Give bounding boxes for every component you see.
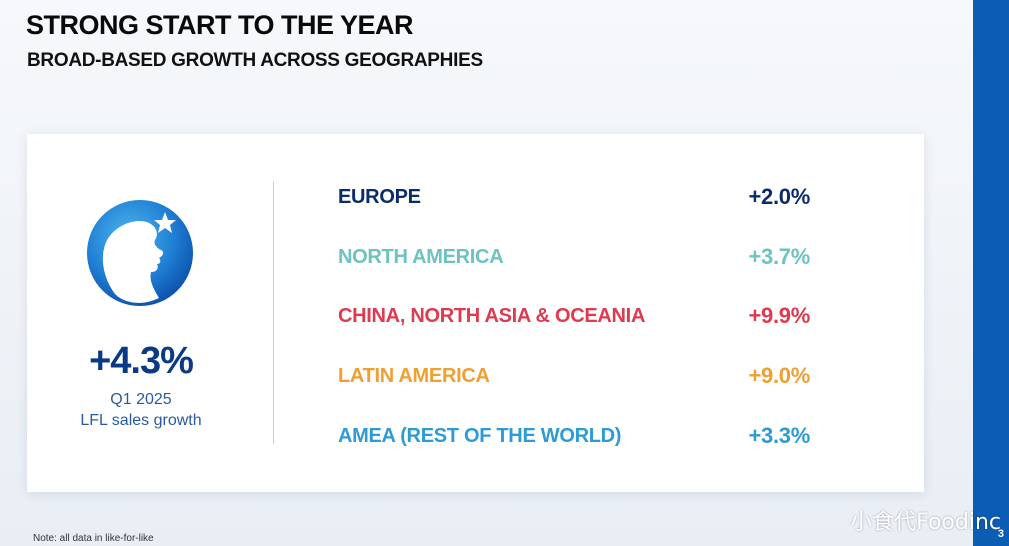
growth-card: +4.3% Q1 2025 LFL sales growth EUROPE +2…: [27, 134, 924, 492]
region-row-latin-america: LATIN AMERICA +9.0%: [338, 361, 810, 391]
region-row-north-america: NORTH AMERICA +3.7%: [338, 242, 810, 272]
brand-logo-icon: [87, 200, 193, 306]
region-growth-value: +3.7%: [748, 244, 811, 269]
brand-sidebar: 3: [973, 0, 1009, 546]
region-row-europe: EUROPE +2.0%: [338, 182, 810, 212]
region-name: AMEA (REST OF THE WORLD): [338, 425, 622, 447]
region-row-china-north-asia-oceania: CHINA, NORTH ASIA & OCEANIA +9.9%: [338, 301, 810, 331]
slide-subtitle: BROAD-BASED GROWTH ACROSS GEOGRAPHIES: [27, 50, 483, 71]
region-name: NORTH AMERICA: [338, 246, 504, 268]
vertical-divider: [273, 182, 274, 444]
region-growth-value: +9.0%: [748, 363, 811, 388]
slide-title: STRONG START TO THE YEAR: [26, 10, 414, 40]
region-name: EUROPE: [338, 186, 421, 208]
region-row-amea: AMEA (REST OF THE WORLD) +3.3%: [338, 421, 810, 451]
footnote: Note: all data in like-for-like: [33, 533, 154, 544]
total-growth-period: Q1 2025: [110, 391, 172, 408]
region-name: LATIN AMERICA: [338, 365, 490, 387]
total-growth-label: LFL sales growth: [80, 412, 202, 429]
region-growth-value: +2.0%: [748, 184, 811, 209]
total-growth-value: +4.3%: [89, 340, 194, 382]
region-name: CHINA, NORTH ASIA & OCEANIA: [338, 305, 646, 327]
region-growth-value: +9.9%: [748, 303, 811, 328]
page-number: 3: [997, 528, 1004, 540]
region-growth-value: +3.3%: [748, 423, 811, 448]
watermark: 小食代Foodinc: [850, 510, 1001, 535]
